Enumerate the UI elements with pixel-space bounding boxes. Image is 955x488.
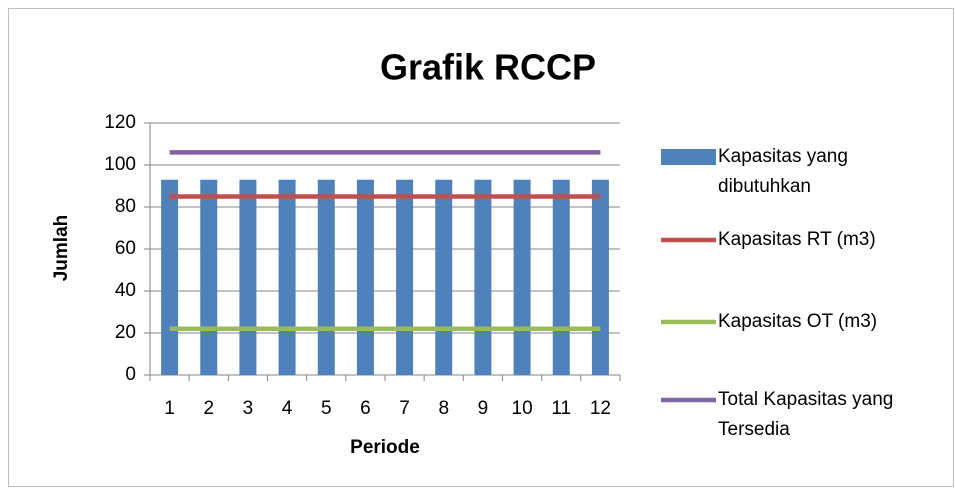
bar xyxy=(161,179,179,375)
x-tick-label: 6 xyxy=(360,398,371,419)
legend-label: Kapasitas RT (m3) xyxy=(718,229,876,250)
x-tick-label: 3 xyxy=(243,398,254,419)
legend-label: Total Kapasitas yang Tersedia xyxy=(718,389,894,440)
x-tick-label: 1 xyxy=(164,398,175,419)
bar xyxy=(200,179,218,375)
y-axis-label: Jumlah xyxy=(51,215,72,282)
y-tick-label: 120 xyxy=(104,112,136,133)
bar xyxy=(552,179,570,375)
x-tick-label: 10 xyxy=(512,398,533,419)
x-tick-label: 7 xyxy=(399,398,410,419)
bar xyxy=(396,179,414,375)
y-tick-label: 60 xyxy=(115,238,136,259)
bar xyxy=(239,179,257,375)
bar xyxy=(435,179,453,375)
bar xyxy=(356,179,374,375)
chart-title: Grafik RCCP xyxy=(380,47,596,88)
y-tick-label: 80 xyxy=(115,196,136,217)
bar xyxy=(591,179,609,375)
x-tick-label: 5 xyxy=(321,398,332,419)
x-tick-label: 9 xyxy=(478,398,489,419)
x-tick-label: 8 xyxy=(438,398,449,419)
bar xyxy=(278,179,296,375)
x-tick-label: 2 xyxy=(203,398,214,419)
legend-label: Kapasitas yang dibutuhkan xyxy=(718,146,848,197)
bar xyxy=(513,179,531,375)
legend-swatch xyxy=(661,149,716,165)
x-tick-label: 11 xyxy=(551,398,571,419)
legend-label: Kapasitas OT (m3) xyxy=(718,311,878,332)
bar xyxy=(474,179,492,375)
x-axis-label: Periode xyxy=(350,437,420,458)
x-tick-label: 12 xyxy=(590,398,611,419)
y-tick-label: 100 xyxy=(104,154,136,175)
y-tick-label: 0 xyxy=(125,364,136,385)
y-tick-label: 20 xyxy=(115,322,136,343)
y-tick-label: 40 xyxy=(115,280,136,301)
x-tick-label: 4 xyxy=(282,398,293,419)
bar xyxy=(317,179,335,375)
